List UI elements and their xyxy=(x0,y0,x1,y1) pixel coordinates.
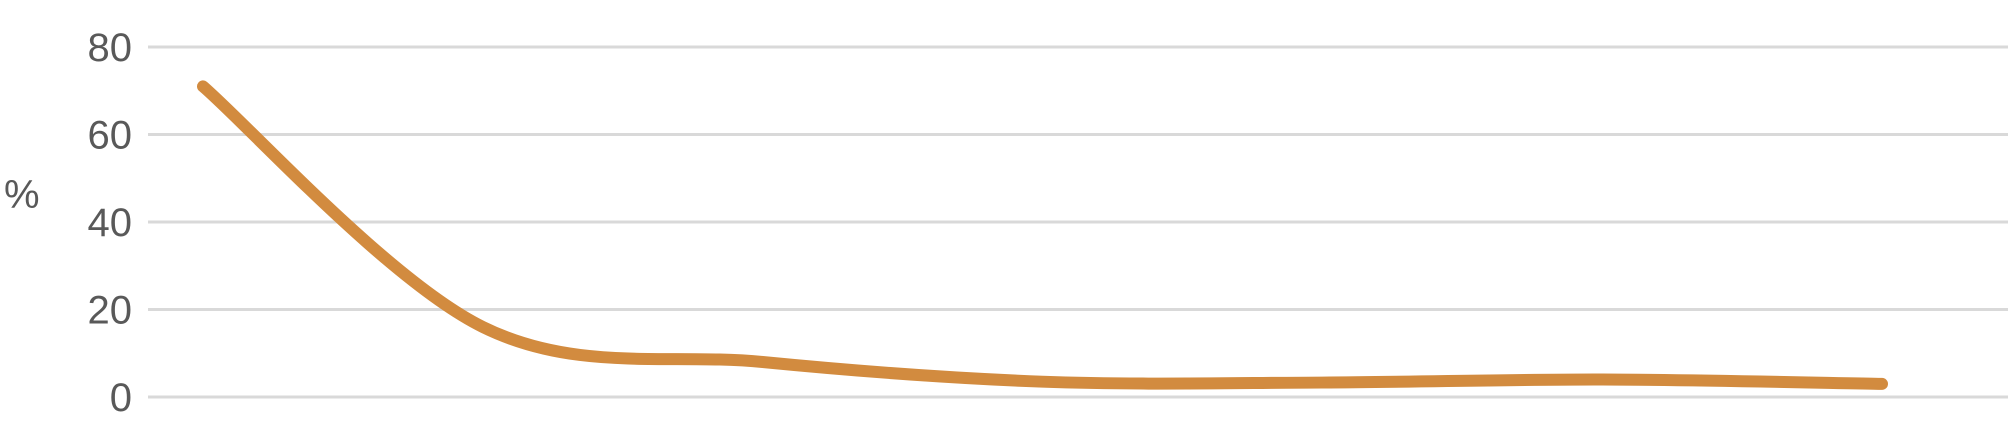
series-lines xyxy=(197,80,1888,390)
y-tick-label: 80 xyxy=(88,26,133,70)
y-tick-label: 0 xyxy=(110,376,132,420)
series-line-0 xyxy=(197,80,1888,390)
gridlines xyxy=(148,45,2008,399)
y-axis-title: % xyxy=(4,173,40,217)
y-axis-ticks: 0 20 40 60 80 xyxy=(88,26,133,420)
y-tick-label: 20 xyxy=(88,289,133,333)
y-tick-label: 60 xyxy=(88,114,133,158)
y-tick-label: 40 xyxy=(88,201,133,245)
